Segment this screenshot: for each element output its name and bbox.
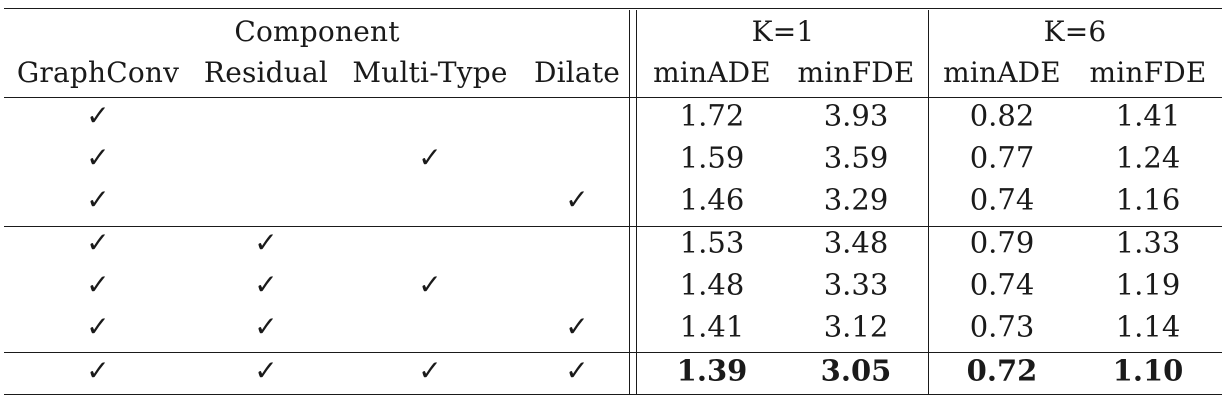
- col-header-k1-minfde: minFDE: [797, 56, 915, 89]
- cell-graphconv-check: ✓: [86, 354, 110, 387]
- cell-k6-minfde: 1.41: [1115, 98, 1181, 133]
- cell-residual-check: ✓: [254, 226, 278, 259]
- header-rule: [4, 97, 1222, 98]
- group-separator-rule: [4, 226, 1222, 227]
- cell-k1-minfde: 3.33: [823, 267, 889, 302]
- double-rule-right: [636, 10, 637, 394]
- cell-k6-minfde: 1.24: [1115, 140, 1181, 175]
- cell-multitype-check: ✓: [418, 268, 442, 301]
- col-header-residual: Residual: [203, 56, 329, 89]
- cell-k6-minade: 0.79: [969, 225, 1035, 260]
- col-header-multitype: Multi-Type: [352, 56, 508, 89]
- cell-k6-minfde: 1.16: [1115, 182, 1181, 217]
- col-header-graphconv: GraphConv: [16, 56, 180, 89]
- cell-k6-minade: 0.74: [969, 267, 1035, 302]
- col-header-k6-minfde: minFDE: [1089, 56, 1207, 89]
- cell-graphconv-check: ✓: [86, 310, 110, 343]
- cell-residual-check: ✓: [254, 268, 278, 301]
- cell-k1-minade: 1.46: [679, 182, 745, 217]
- header-k1: K=1: [751, 15, 815, 48]
- cell-k6-minfde: 1.10: [1112, 353, 1184, 388]
- bottom-rule: [4, 394, 1222, 395]
- k-separator-rule: [928, 10, 929, 394]
- cell-k1-minfde: 3.48: [823, 225, 889, 260]
- cell-graphconv-check: ✓: [86, 268, 110, 301]
- cell-multitype-check: ✓: [418, 354, 442, 387]
- cell-dilate-check: ✓: [565, 183, 589, 216]
- cell-graphconv-check: ✓: [86, 99, 110, 132]
- col-header-k1-minade: minADE: [653, 56, 771, 89]
- cell-residual-check: ✓: [254, 310, 278, 343]
- cell-k1-minade: 1.53: [679, 225, 745, 260]
- cell-graphconv-check: ✓: [86, 183, 110, 216]
- final-row-rule: [4, 352, 1222, 353]
- header-k6: K=6: [1043, 15, 1107, 48]
- cell-k1-minade: 1.59: [679, 140, 745, 175]
- ablation-table: Component K=1 K=6 GraphConv Residual Mul…: [4, 8, 1222, 398]
- cell-k6-minade: 0.72: [966, 353, 1038, 388]
- col-header-dilate: Dilate: [533, 56, 621, 89]
- double-rule-left: [629, 10, 630, 394]
- header-component: Component: [234, 15, 400, 48]
- cell-dilate-check: ✓: [565, 310, 589, 343]
- cell-residual-check: ✓: [254, 354, 278, 387]
- top-rule: [4, 8, 1222, 9]
- cell-k6-minade: 0.82: [969, 98, 1035, 133]
- cell-k6-minade: 0.73: [969, 309, 1035, 344]
- cell-k1-minfde: 3.93: [823, 98, 889, 133]
- cell-k1-minade: 1.39: [676, 353, 748, 388]
- cell-k1-minfde: 3.29: [823, 182, 889, 217]
- col-header-k6-minade: minADE: [943, 56, 1061, 89]
- cell-k1-minade: 1.48: [679, 267, 745, 302]
- cell-multitype-check: ✓: [418, 141, 442, 174]
- cell-k6-minade: 0.74: [969, 182, 1035, 217]
- cell-dilate-check: ✓: [565, 354, 589, 387]
- cell-k1-minfde: 3.59: [823, 140, 889, 175]
- cell-k6-minfde: 1.19: [1115, 267, 1181, 302]
- cell-k1-minade: 1.72: [679, 98, 745, 133]
- cell-k1-minade: 1.41: [679, 309, 745, 344]
- cell-graphconv-check: ✓: [86, 226, 110, 259]
- cell-k6-minade: 0.77: [969, 140, 1035, 175]
- cell-graphconv-check: ✓: [86, 141, 110, 174]
- cell-k6-minfde: 1.14: [1115, 309, 1181, 344]
- cell-k6-minfde: 1.33: [1115, 225, 1181, 260]
- cell-k1-minfde: 3.05: [820, 353, 892, 388]
- cell-k1-minfde: 3.12: [823, 309, 889, 344]
